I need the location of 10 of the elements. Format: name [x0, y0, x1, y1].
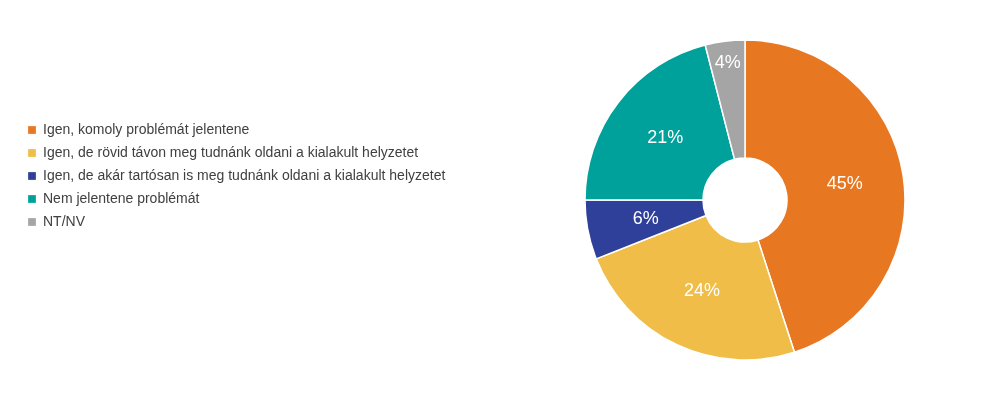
legend-label: Nem jelentene problémát	[43, 190, 200, 206]
legend-label: Igen, komoly problémát jelentene	[43, 121, 250, 137]
data-label: 6%	[632, 207, 659, 228]
legend-label: Igen, de akár tartósan is meg tudnánk oldani a kialakult helyzetet	[43, 167, 446, 183]
data-label: 21%	[647, 127, 684, 148]
legend-label: NT/NV	[43, 213, 86, 229]
legend-label: Igen, de rövid távon meg tudnánk oldani a kialakult helyzetet	[43, 144, 419, 160]
data-label: 45%	[826, 173, 863, 194]
data-label: 4%	[714, 52, 741, 73]
data-label: 24%	[683, 280, 721, 301]
